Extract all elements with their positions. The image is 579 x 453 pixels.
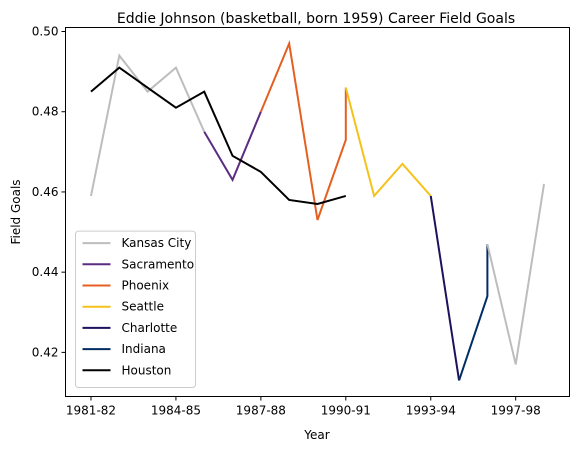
legend: Kansas City Sacramento Phoenix Seattle Charl… — [76, 231, 196, 387]
series-line-phoenix-2 — [261, 44, 346, 220]
x-tick-label: 1984-85 — [151, 404, 201, 418]
series-line-sacramento-1 — [204, 112, 261, 180]
y-axis-label: Field Goals — [9, 179, 23, 244]
legend-label: Houston — [122, 363, 172, 377]
y-tick-label: 0.44 — [32, 265, 59, 279]
series-line-houston-7 — [91, 68, 346, 204]
y-tick-label: 0.42 — [32, 345, 59, 359]
series-line-charlotte-4 — [431, 196, 459, 380]
x-axis: 1981-82 1984-85 1987-88 1990-91 1993-94 1997-… — [66, 397, 541, 418]
y-tick-label: 0.50 — [32, 25, 59, 39]
series-line-indiana-5 — [459, 244, 487, 380]
legend-label: Kansas City — [122, 236, 192, 250]
x-axis-label: Year — [303, 428, 329, 442]
series-line-kansas-city-6 — [487, 184, 544, 364]
x-tick-label: 1981-82 — [66, 404, 116, 418]
y-axis: 0.42 0.44 0.46 0.48 0.50 — [32, 25, 66, 360]
legend-label: Sacramento — [122, 257, 195, 271]
y-tick-label: 0.48 — [32, 105, 59, 119]
legend-label: Phoenix — [122, 279, 170, 293]
legend-label: Charlotte — [122, 321, 178, 335]
x-tick-label: 1990-91 — [321, 404, 371, 418]
chart-title: Eddie Johnson (basketball, born 1959) Ca… — [117, 11, 515, 27]
legend-label: Seattle — [122, 300, 164, 314]
x-tick-label: 1997-98 — [491, 404, 541, 418]
y-tick-label: 0.46 — [32, 185, 59, 199]
x-tick-label: 1993-94 — [406, 404, 456, 418]
legend-label: Indiana — [122, 342, 166, 356]
series-line-seattle-3 — [346, 88, 431, 196]
x-tick-label: 1987-88 — [236, 404, 286, 418]
